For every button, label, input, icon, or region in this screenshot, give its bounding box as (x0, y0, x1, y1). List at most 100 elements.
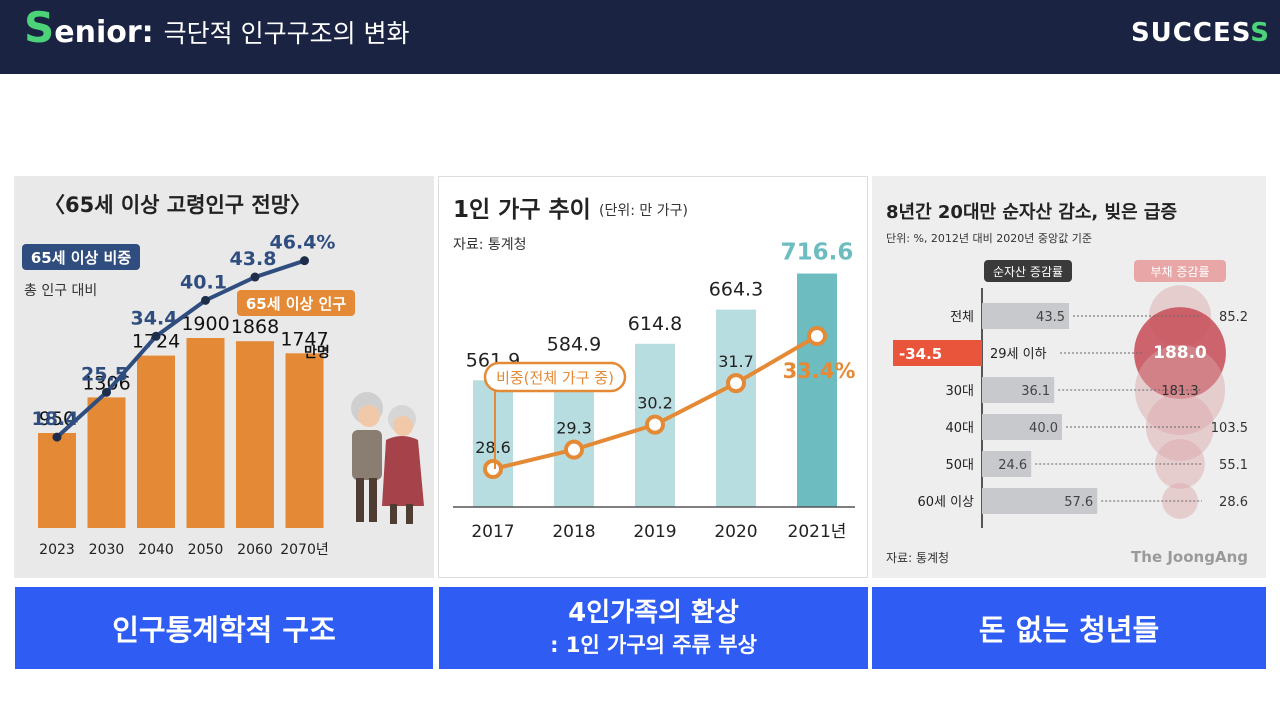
p3-row-label: 30대 (945, 384, 974, 399)
p3-row-label: 40대 (945, 421, 974, 436)
p2-ratio-point (807, 326, 827, 347)
p1-bar-label: 1868 (231, 316, 279, 338)
p3-note: 단위: %, 2012년 대비 2020년 중앙값 기준 (886, 232, 1092, 245)
p2-ratio-label: 33.4% (783, 359, 856, 383)
logo-last-letter: S (1250, 18, 1270, 48)
brand-text: enior: (54, 15, 154, 50)
p1-share-label: 46.4% (270, 232, 336, 254)
p1-bar-label: 1900 (181, 313, 229, 335)
p3-debt-legend (1134, 260, 1226, 282)
caption-2-line1: 4인가족의 환상 (568, 598, 739, 628)
elderly-couple-illustration (351, 392, 424, 524)
youth-assets-chart: 8년간 20대만 순자산 감소, 빚은 급증 단위: %, 2012년 대비 2… (872, 176, 1266, 578)
p2-bar-label: 664.3 (709, 279, 763, 301)
p1-year-label: 2050 (188, 542, 224, 558)
p1-year-label: 2023 (39, 542, 75, 558)
p2-ratio-point (645, 414, 665, 435)
p1-pop-legend (237, 290, 355, 316)
p1-share-point (300, 256, 309, 266)
p2-year-label: 2021년 (788, 522, 847, 542)
p3-row-label: 전체 (950, 310, 974, 325)
p1-bar (285, 353, 324, 528)
p2-year-label: 2020 (714, 522, 757, 542)
p1-bar (87, 397, 126, 528)
p1-bar (137, 355, 175, 528)
p3-asset-label: 24.6 (998, 458, 1027, 473)
p2-ratio-label: 비중(전체 가구 중) (496, 369, 614, 387)
p2-ratio-point (564, 439, 584, 460)
p2-year-label: 2019 (633, 522, 676, 542)
single-household-chart: 1인 가구 추이 (단위: 만 가구) 자료: 통계청 561.9 584.9 61… (438, 176, 868, 578)
p2-bar-label: 584.9 (547, 333, 601, 355)
caption-single-household: 4인가족의 환상 : 1인 가구의 주류 부상 (439, 587, 868, 669)
p1-share-label: 43.8 (230, 248, 277, 270)
caption-3-text: 돈 없는 청년들 (978, 613, 1160, 647)
p1-share-sub: 총 인구 대비 (24, 283, 97, 299)
p3-asset-bar (982, 377, 1055, 403)
p3-debt-label: 85.2 (1219, 310, 1248, 325)
p1-year-label: 2030 (89, 542, 125, 558)
page-title: Senior: 극단적 인구구조의 변화 (24, 6, 410, 56)
p2-unit: (단위: 만 가구) (599, 203, 688, 219)
p3-asset-bar (982, 451, 1032, 477)
p3-asset-bar (982, 414, 1062, 440)
p2-ratio-point (483, 459, 503, 479)
p3-asset-bar (982, 303, 1069, 329)
caption-demographic-structure: 인구통계학적 구조 (15, 587, 433, 669)
p3-asset-legend-label: 순자산 증감률 (993, 265, 1063, 279)
p3-debt-label: 55.1 (1219, 458, 1248, 473)
p1-share-label: 65세 이상 비중 (31, 249, 132, 267)
p1-share-label: 25.5 (81, 363, 128, 385)
p3-asset-bar-negative (893, 340, 982, 366)
p2-ratio-point (726, 373, 746, 394)
p3-asset-label: 57.6 (1064, 495, 1093, 510)
p1-share-label: 40.1 (180, 271, 227, 293)
p1-bar (38, 433, 76, 528)
p1-share-point (201, 295, 210, 305)
p1-pop-label: 65세 이상 인구 (246, 295, 347, 313)
p1-bar-label: 1747 (280, 328, 328, 350)
header-bar: Senior: 극단적 인구구조의 변화 SUCCESS (0, 0, 1280, 74)
p1-year-label: 2040 (138, 542, 174, 558)
success-logo: SUCCESS (1131, 18, 1270, 48)
p3-debt-label: 181.3 (1161, 384, 1198, 399)
p3-debt-label: 188.0 (1153, 343, 1207, 363)
p2-title: 1인 가구 추이 (453, 197, 591, 223)
p3-debt-legend-label: 부채 증감률 (1150, 265, 1209, 279)
p1-share-point (102, 387, 111, 397)
p3-credit: The JoongAng (1131, 548, 1248, 566)
p2-ratio-label: 28.6 (475, 438, 511, 457)
p1-bar (236, 341, 274, 528)
logo-main: SUCCES (1130, 18, 1251, 48)
elderly-population-chart: 〈65세 이상 고령인구 전망〉 65세 이상 비중 총 인구 대비 65세 이… (14, 176, 434, 578)
p1-share-label: 34.4 (131, 307, 178, 329)
page-subtitle: 극단적 인구구조의 변화 (163, 19, 410, 48)
p3-debt-bubble (1162, 483, 1198, 519)
p2-year-label: 2018 (552, 522, 595, 542)
p3-debt-bubble (1134, 307, 1226, 399)
p1-bar-label: 950 (39, 408, 75, 430)
p1-share-label: 18.4 (32, 408, 79, 430)
p1-share-line (55, 258, 306, 439)
p2-bar (797, 273, 837, 507)
p1-year-label: 2060 (237, 542, 273, 558)
caption-2-line2: : 1인 가구의 주류 부상 (550, 633, 757, 657)
caption-1-text: 인구통계학적 구조 (112, 613, 336, 647)
p2-bar-label: 614.8 (628, 313, 682, 335)
p3-row-label: 29세 이하 (990, 347, 1047, 362)
p3-asset-label: 43.5 (1036, 310, 1065, 325)
p2-ratio-label: 30.2 (637, 394, 673, 413)
p3-asset-label: 36.1 (1021, 384, 1050, 399)
p2-year-label: 2017 (471, 522, 514, 542)
p2-source: 자료: 통계청 (453, 237, 527, 253)
p2-ratio-label: 29.3 (556, 419, 592, 438)
p1-share-point (151, 331, 161, 341)
p3-asset-label: -34.5 (899, 345, 942, 363)
p3-asset-legend (984, 260, 1072, 282)
p1-share-point (52, 432, 62, 442)
p1-share-legend (22, 244, 140, 270)
p1-bar (186, 338, 225, 528)
caption-broke-youth: 돈 없는 청년들 (872, 587, 1266, 669)
p3-title: 8년간 20대만 순자산 감소, 빚은 급증 (886, 202, 1177, 223)
p2-bar (716, 309, 756, 507)
